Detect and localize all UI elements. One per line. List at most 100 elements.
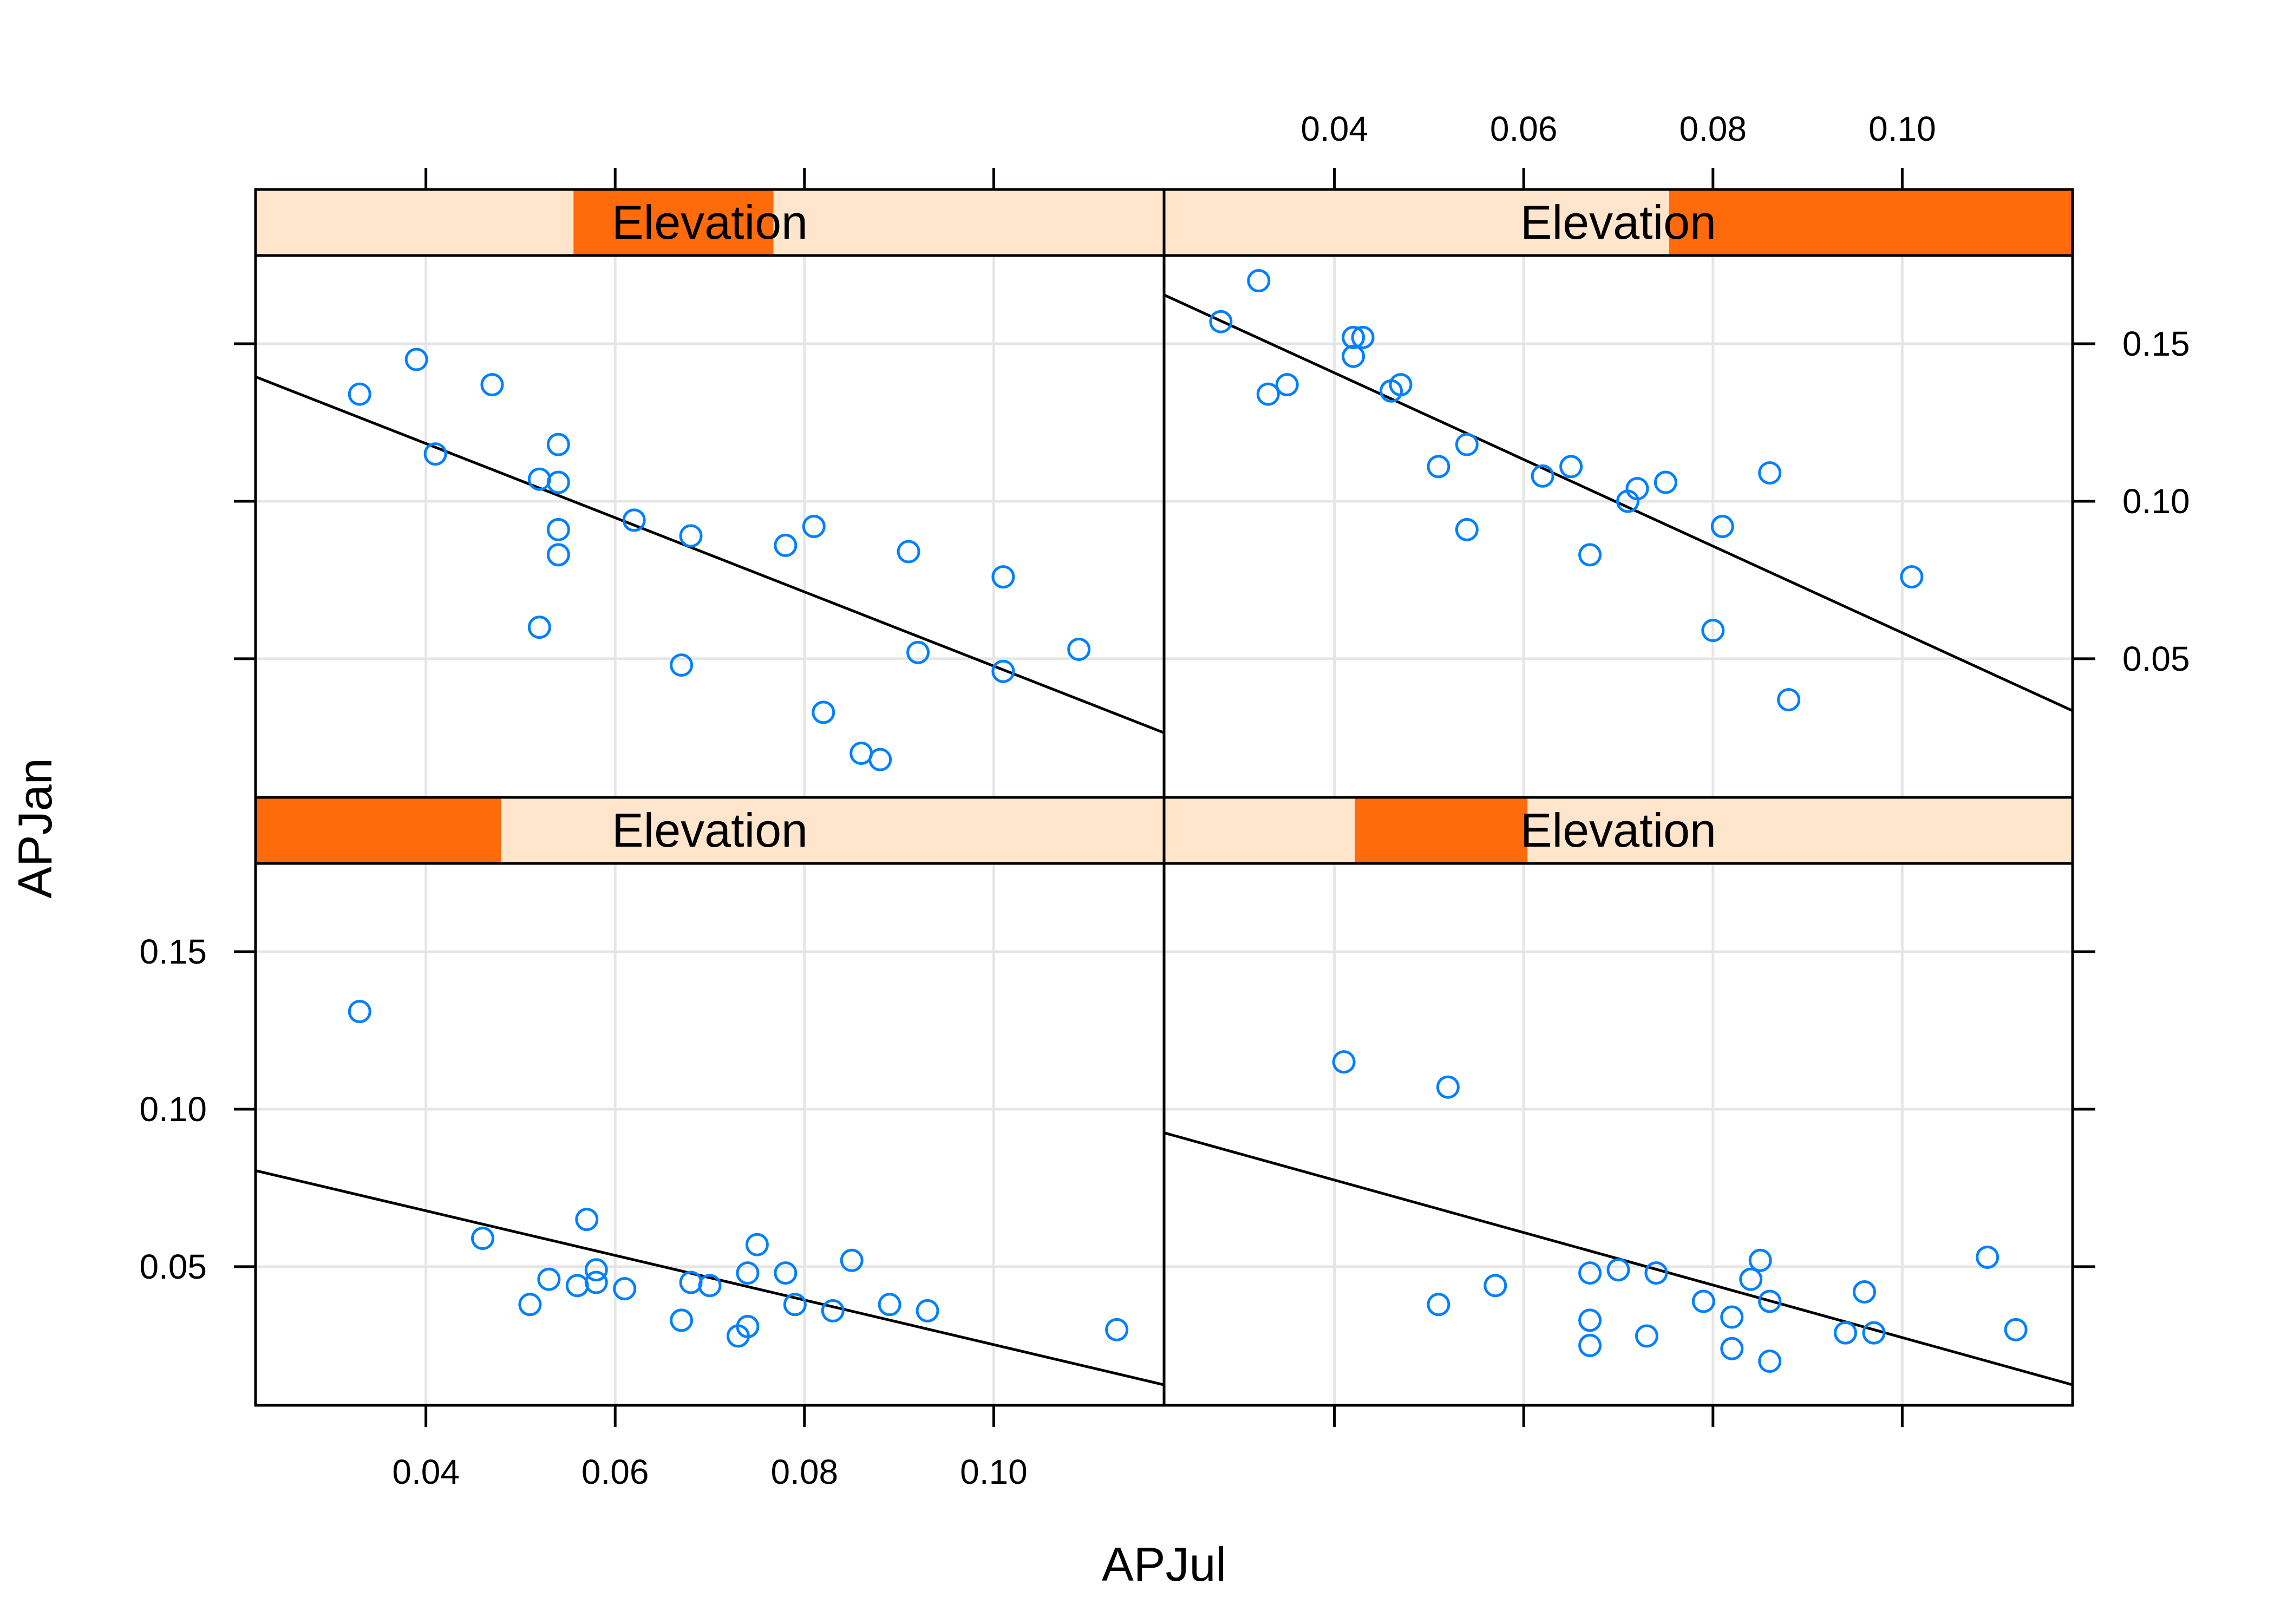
data-point xyxy=(1635,1324,1658,1348)
data-point xyxy=(527,615,551,639)
data-point xyxy=(1691,1289,1715,1313)
data-point xyxy=(916,1299,939,1322)
data-point xyxy=(1436,1075,1460,1099)
regression-line xyxy=(255,1169,1165,1386)
data-point xyxy=(1342,344,1365,368)
data-point xyxy=(546,433,570,456)
data-point xyxy=(802,515,826,538)
data-point xyxy=(1427,455,1450,479)
data-point xyxy=(575,1208,599,1232)
data-point xyxy=(991,565,1015,589)
strip-shingle-bar xyxy=(256,797,501,863)
data-point xyxy=(774,1261,798,1285)
data-point xyxy=(1256,382,1280,406)
data-point xyxy=(1578,1333,1602,1357)
data-point xyxy=(423,442,447,466)
data-point xyxy=(1067,637,1091,661)
data-point xyxy=(1342,325,1365,349)
data-point xyxy=(565,1274,589,1298)
panel-3: Elevation xyxy=(254,796,1166,1407)
y-tick-label-left: 0.10 xyxy=(139,1090,207,1129)
data-point xyxy=(1644,1261,1668,1285)
data-point xyxy=(1748,1248,1772,1272)
data-point xyxy=(1710,515,1734,538)
data-point xyxy=(1332,1050,1356,1074)
data-point xyxy=(1758,1289,1782,1313)
panel-border xyxy=(254,862,1166,1407)
panel-border xyxy=(1162,254,2074,799)
data-point xyxy=(1739,1267,1763,1291)
data-point xyxy=(480,373,504,397)
x-axis-title: APJul xyxy=(1102,1537,1226,1591)
data-point xyxy=(537,1267,561,1291)
data-point xyxy=(878,1293,901,1317)
data-point xyxy=(584,1271,608,1294)
strip-shingle-bar xyxy=(573,189,774,256)
strip-background xyxy=(1164,797,2073,863)
strip-label: Elevation xyxy=(612,803,808,857)
panel-border xyxy=(1162,862,2074,1407)
data-point xyxy=(613,1277,637,1301)
y-tick-label-right: 0.05 xyxy=(2122,639,2190,678)
data-point xyxy=(679,524,703,548)
data-point xyxy=(546,518,570,541)
data-point xyxy=(1758,1350,1782,1373)
data-point xyxy=(1105,1318,1129,1341)
strip-label: Elevation xyxy=(1520,195,1716,249)
axes-layer: 0.04 0.06 0.08 0.10 0.04 0.06 0.08 0.10 0.05 0.10… xyxy=(139,109,2190,1491)
data-point xyxy=(1862,1321,1886,1345)
data-point xyxy=(1559,455,1583,479)
x-tick-label-bottom: 0.10 xyxy=(960,1452,1028,1491)
x-tick-label-top: 0.08 xyxy=(1680,109,1747,148)
data-point xyxy=(774,533,798,557)
data-point xyxy=(1834,1321,1857,1345)
data-point xyxy=(1625,477,1649,501)
data-point xyxy=(527,467,551,491)
data-point xyxy=(1758,461,1782,485)
x-tick-label-bottom: 0.04 xyxy=(392,1452,460,1491)
panel-4: Elevation xyxy=(1162,796,2074,1407)
data-point xyxy=(1247,269,1271,293)
data-point xyxy=(1720,1305,1744,1329)
panels-layer: Elevation Elevation Elevation Elevation xyxy=(254,188,2074,1407)
data-point xyxy=(991,659,1015,683)
data-point xyxy=(584,1258,608,1282)
strip-shingle-bar xyxy=(1669,189,2073,256)
data-point xyxy=(1720,1337,1744,1360)
data-point xyxy=(897,540,920,564)
data-point xyxy=(812,700,835,724)
data-point xyxy=(1455,433,1479,456)
data-point xyxy=(348,382,371,406)
regression-line xyxy=(255,375,1165,735)
data-point xyxy=(1900,565,1924,589)
data-point xyxy=(840,1248,864,1272)
x-tick-label-bottom: 0.08 xyxy=(771,1452,839,1491)
strip-label: Elevation xyxy=(1520,803,1716,857)
data-point xyxy=(348,1000,371,1024)
data-point xyxy=(1455,518,1479,541)
data-point xyxy=(670,653,694,677)
y-tick-label-right: 0.15 xyxy=(2122,324,2190,363)
panel-2: Elevation xyxy=(1162,188,2074,799)
data-point xyxy=(518,1293,542,1317)
data-point xyxy=(1427,1293,1450,1317)
data-point xyxy=(1578,1308,1602,1332)
x-tick-label-top: 0.04 xyxy=(1301,109,1368,148)
data-point xyxy=(1209,310,1233,333)
x-tick-label-top: 0.10 xyxy=(1868,109,1936,148)
data-point xyxy=(1777,688,1801,712)
data-point xyxy=(1531,464,1554,488)
data-point xyxy=(1578,543,1602,567)
data-point xyxy=(850,742,873,765)
data-point xyxy=(821,1299,845,1322)
data-point xyxy=(698,1274,722,1298)
data-point xyxy=(622,508,646,532)
strip-label: Elevation xyxy=(612,195,808,249)
data-point xyxy=(906,640,930,664)
data-point xyxy=(745,1233,769,1256)
y-axis-title: APJan xyxy=(8,758,62,898)
data-point xyxy=(2004,1318,2028,1341)
data-point xyxy=(471,1227,494,1250)
data-point xyxy=(1351,325,1375,349)
